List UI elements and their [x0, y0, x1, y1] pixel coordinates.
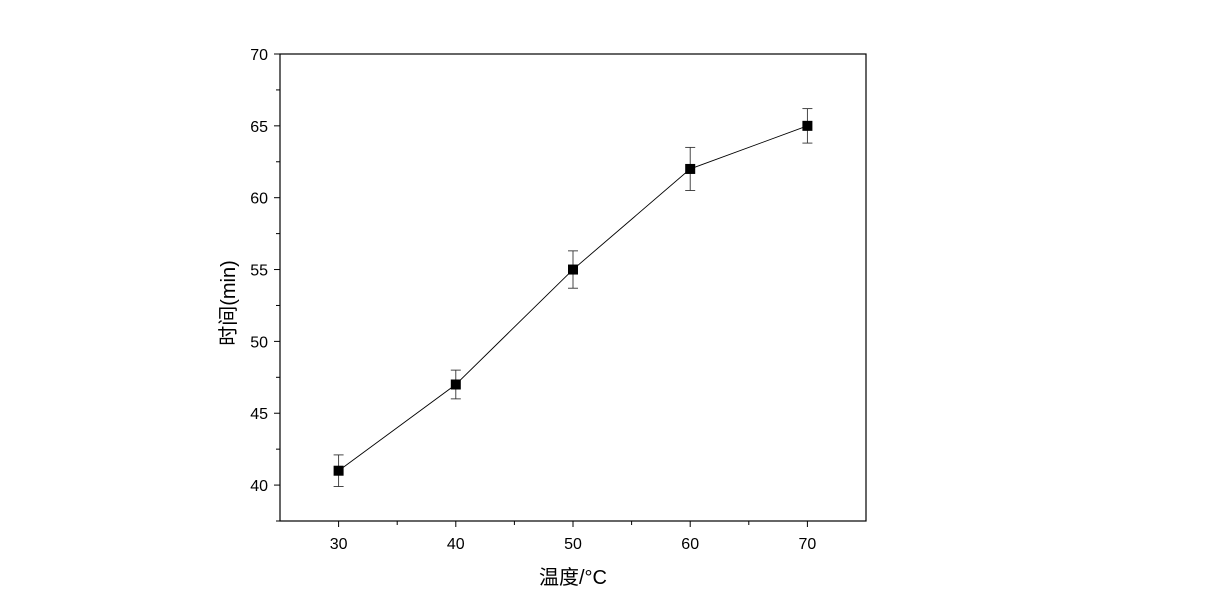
data-point-marker — [333, 465, 344, 476]
data-point-marker — [685, 163, 696, 174]
y-tick-label: 50 — [250, 334, 268, 351]
y-tick-label: 45 — [250, 406, 268, 423]
y-tick-label: 65 — [250, 119, 268, 136]
y-axis-ticks: 40 45 50 55 60 65 70 — [250, 47, 280, 522]
data-point-marker — [450, 379, 461, 390]
x-tick-label: 70 — [799, 536, 817, 553]
y-tick-label: 55 — [250, 263, 268, 280]
series-layer — [333, 108, 813, 487]
y-tick-label: 70 — [250, 47, 268, 64]
x-tick-label: 60 — [681, 536, 699, 553]
x-tick-label: 30 — [330, 536, 348, 553]
x-axis-title: 温度/°C — [539, 566, 607, 589]
series-line — [338, 125, 808, 472]
data-point-marker — [568, 264, 578, 275]
data-point-marker — [802, 120, 813, 131]
x-axis-ticks: 30 40 50 60 70 — [330, 521, 817, 553]
y-tick-label: 40 — [250, 478, 268, 495]
y-axis-title: 时间(min) — [217, 260, 240, 346]
y-tick-label: 60 — [250, 191, 268, 208]
x-tick-label: 50 — [564, 536, 582, 553]
x-tick-label: 40 — [447, 536, 465, 553]
